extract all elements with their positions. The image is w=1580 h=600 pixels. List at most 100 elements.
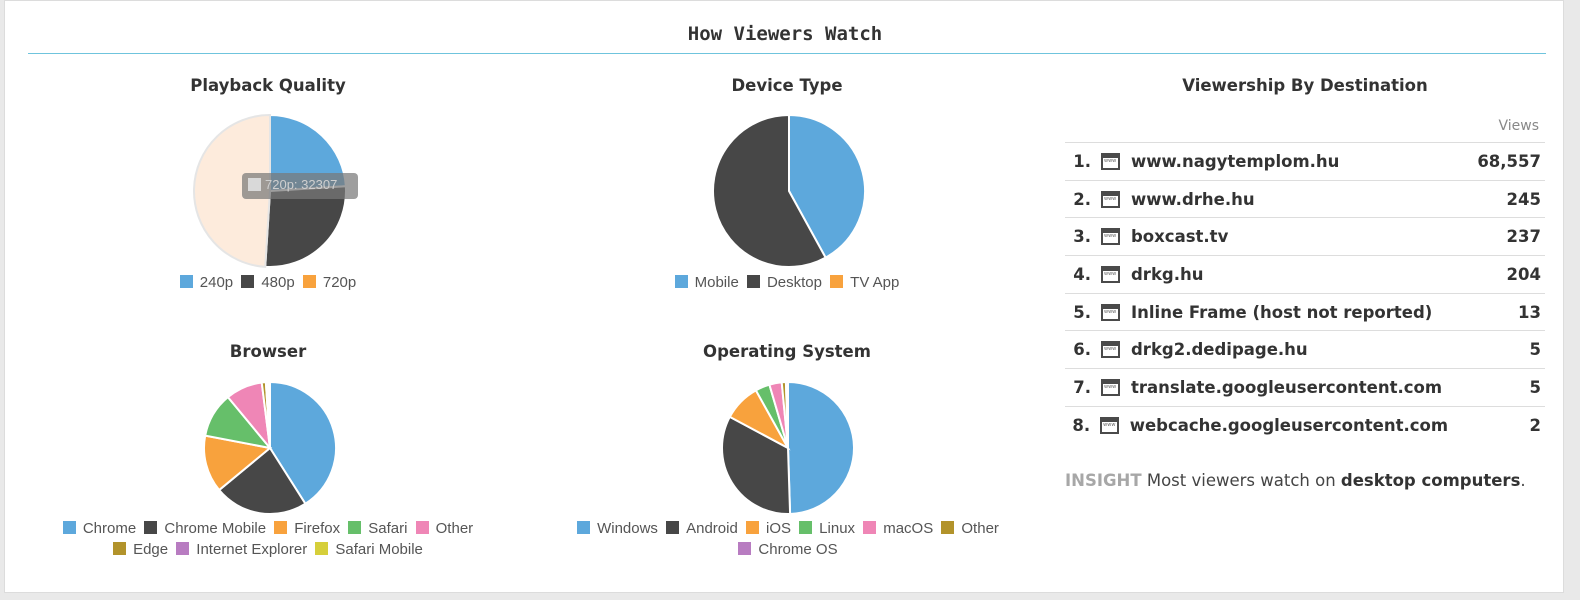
legend-label: iOS: [765, 520, 791, 537]
legend-item-other[interactable]: Other: [941, 518, 999, 539]
tooltip-swatch: [248, 178, 261, 191]
pie-slice-firefox[interactable]: [203, 434, 273, 492]
playback-quality-legend: 240p 480p 720p: [118, 272, 418, 293]
legend-item-edge[interactable]: Edge: [113, 539, 168, 560]
insight-text: INSIGHT Most viewers watch on desktop co…: [1065, 471, 1526, 490]
operating-system-legend: Windows Android iOS Linux macOS Other Ch…: [562, 518, 1014, 560]
browser-title: Browser: [229, 342, 307, 361]
row-host: Inline Frame (host not reported): [1131, 302, 1433, 322]
legend-item-ios[interactable]: iOS: [745, 518, 791, 539]
pie-slice-safari-mobile[interactable]: [266, 380, 271, 449]
legend-item-linux[interactable]: Linux: [799, 518, 855, 539]
operating-system-pie[interactable]: [720, 380, 856, 516]
legend-swatch: [179, 275, 193, 288]
pie-slice-mobile[interactable]: [788, 113, 866, 259]
legend-item-720p[interactable]: 720p: [302, 272, 357, 293]
row-host: www.drhe.hu: [1131, 189, 1255, 209]
browser-pie[interactable]: [202, 380, 338, 516]
legend-label: 480p: [261, 274, 295, 291]
legend-item-chrome-mobile[interactable]: Chrome Mobile: [144, 518, 266, 539]
legend-label: Chrome OS: [758, 541, 838, 558]
pie-slice-chrome-mobile[interactable]: [217, 446, 307, 515]
legend-label: Linux: [819, 520, 856, 537]
destinations-table: 1.www.nagytemplom.hu68,5572.www.drhe.hu2…: [1065, 142, 1545, 444]
legend-swatch: [577, 521, 591, 534]
table-row[interactable]: 5. Inline Frame (host not reported) 13: [1065, 292, 1545, 331]
legend-swatch: [315, 542, 329, 555]
table-row[interactable]: 1. www.nagytemplom.hu 68,557: [1065, 142, 1545, 180]
legend-item-safari-mobile[interactable]: Safari Mobile: [315, 539, 423, 560]
legend-item-windows[interactable]: Windows: [577, 518, 658, 539]
row-rank: 5.: [1073, 302, 1091, 322]
table-row[interactable]: 6. drkg2.dedipage.hu 5: [1065, 330, 1545, 368]
row-host: boxcast.tv: [1131, 227, 1229, 247]
destinations-title: Viewership By Destination: [1182, 76, 1428, 95]
website-icon: [1101, 190, 1120, 208]
device-type-title: Device Type: [731, 76, 843, 95]
table-row[interactable]: 2. www.drhe.hu 245: [1065, 179, 1545, 218]
legend-label: Windows: [597, 520, 658, 537]
legend-swatch: [666, 521, 680, 534]
playback-quality-pie[interactable]: [192, 113, 348, 269]
legend-item-safari[interactable]: Safari: [348, 518, 407, 539]
legend-swatch: [274, 521, 288, 534]
legend-item-desktop[interactable]: Desktop: [746, 272, 822, 293]
row-views: 237: [1506, 227, 1541, 247]
row-rank: 1.: [1073, 151, 1091, 171]
legend-label: macOS: [883, 520, 934, 537]
legend-swatch: [241, 275, 255, 288]
views-column-header: Views: [1498, 118, 1539, 134]
pie-slice-windows[interactable]: [787, 380, 855, 515]
legend-label: Other: [961, 520, 999, 537]
row-views: 204: [1506, 264, 1541, 284]
legend-item-chrome-os[interactable]: Chrome OS: [738, 539, 838, 560]
row-host: drkg2.dedipage.hu: [1131, 340, 1308, 360]
device-type-pie[interactable]: [711, 113, 867, 269]
legend-item-tv-app[interactable]: TV App: [830, 272, 899, 293]
legend-item-chrome[interactable]: Chrome: [62, 518, 137, 539]
legend-label: Chrome: [82, 520, 137, 537]
legend-item-firefox[interactable]: Firefox: [274, 518, 340, 539]
legend-item-internet-explorer[interactable]: Internet Explorer: [176, 539, 307, 560]
legend-item-240p[interactable]: 240p: [179, 272, 233, 293]
legend-swatch: [738, 542, 752, 555]
legend-label: Firefox: [294, 520, 341, 537]
legend-label: 720p: [322, 274, 357, 291]
legend-swatch: [746, 275, 760, 288]
pie-slice-chrome-os[interactable]: [784, 380, 789, 449]
legend-swatch: [799, 521, 813, 534]
website-icon: [1101, 341, 1120, 359]
legend-label: Other: [435, 520, 474, 537]
legend-label: Android: [686, 520, 738, 537]
row-views: 5: [1529, 340, 1541, 360]
insight-label: INSIGHT: [1065, 471, 1142, 490]
website-icon: [1101, 265, 1120, 283]
table-row[interactable]: 4. drkg.hu 204: [1065, 255, 1545, 293]
legend-swatch: [144, 521, 158, 534]
legend-item-480p[interactable]: 480p: [241, 272, 295, 293]
insight-text-after: .: [1520, 471, 1526, 490]
legend-swatch: [348, 521, 362, 534]
pie-slice-720p[interactable]: [193, 113, 271, 268]
website-icon: [1101, 378, 1120, 396]
legend-item-other[interactable]: Other: [415, 518, 474, 539]
legend-item-android[interactable]: Android: [666, 518, 738, 539]
website-icon: [1101, 152, 1120, 170]
row-rank: 4.: [1073, 264, 1091, 284]
legend-item-mobile[interactable]: Mobile: [674, 272, 739, 293]
legend-swatch: [176, 542, 190, 555]
table-row[interactable]: 3. boxcast.tv 237: [1065, 217, 1545, 255]
legend-label: Chrome Mobile: [164, 520, 267, 537]
how-viewers-watch-panel: How Viewers Watch Playback Quality 720p:…: [4, 0, 1564, 593]
table-row[interactable]: 7. translate.googleusercontent.com 5: [1065, 368, 1545, 406]
browser-legend: Chrome Chrome Mobile Firefox Safari Othe…: [48, 518, 488, 560]
legend-item-macos[interactable]: macOS: [863, 518, 933, 539]
website-icon: [1101, 303, 1120, 321]
title-divider: [28, 53, 1546, 54]
pie-slice-desktop[interactable]: [712, 113, 827, 268]
page-title: How Viewers Watch: [687, 23, 883, 45]
website-icon: [1100, 416, 1119, 434]
operating-system-title: Operating System: [703, 342, 871, 361]
legend-swatch: [62, 521, 76, 534]
table-row[interactable]: 8. webcache.googleusercontent.com 2: [1065, 405, 1545, 444]
